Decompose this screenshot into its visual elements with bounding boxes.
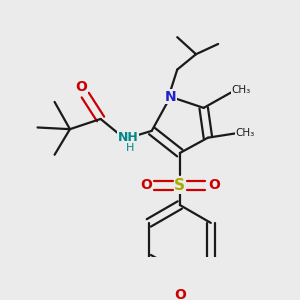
Text: O: O	[140, 178, 152, 192]
Text: NH: NH	[118, 131, 138, 144]
Text: N: N	[165, 90, 176, 104]
Text: O: O	[174, 288, 186, 300]
Text: H: H	[126, 143, 135, 153]
Text: CH₃: CH₃	[232, 85, 251, 95]
Text: CH₃: CH₃	[236, 128, 255, 138]
Text: S: S	[174, 178, 185, 193]
Text: O: O	[208, 178, 220, 192]
Text: O: O	[75, 80, 87, 94]
